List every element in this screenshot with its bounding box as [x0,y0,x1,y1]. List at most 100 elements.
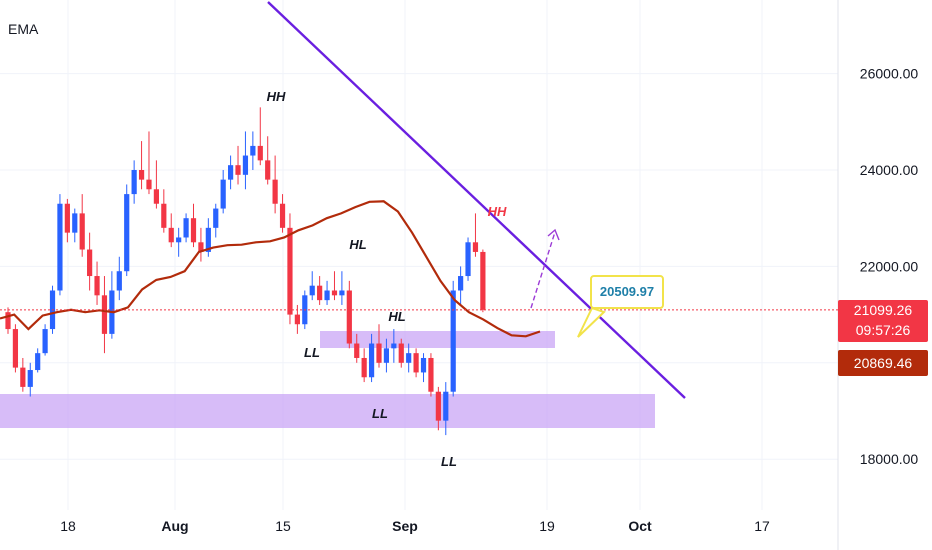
candle-body [183,218,189,238]
candle-body [64,203,70,233]
candle-body [257,145,263,161]
candle-body [272,179,278,204]
support-zones [0,331,655,428]
callout-pointer [577,306,606,338]
candle-body [20,367,26,387]
candle-body [27,370,33,387]
candle-body [213,208,219,228]
structure-label: LL [441,454,457,469]
candle-body [94,276,100,296]
chart-grid [0,0,839,550]
candle-body [472,242,479,252]
structure-label: HL [388,309,405,324]
projection-arrow [530,228,606,338]
candle-body [116,271,122,291]
candle-body [339,290,345,296]
candle-body [331,290,338,296]
last-price: 21099.26 [853,302,913,318]
candle-body [406,353,412,363]
time-tick-label: 15 [275,518,291,534]
candle-body [250,145,256,156]
ema-line [0,200,541,338]
time-tick-label: Sep [392,518,418,534]
candle-body [376,343,382,363]
candle-body [138,170,145,180]
candle-body [79,213,85,250]
candle-body [265,160,271,180]
price-axis[interactable]: 26000.00 24000.00 22000.00 18000.00 [860,66,919,468]
candle-body [324,290,330,301]
candle-body [235,165,241,175]
indicator-label: EMA [8,21,39,37]
candle-body [309,285,315,296]
candle-body [176,237,182,243]
candle-body [205,227,211,252]
candle-body [220,179,226,209]
candle-body [383,348,390,363]
price-tick-label: 24000.00 [860,162,919,178]
candle-body [131,170,137,195]
price-tick-label: 18000.00 [860,451,919,467]
time-tick-label: Oct [628,518,652,534]
candle-body [435,391,441,421]
candle-body [458,276,464,291]
candle-body [161,203,167,228]
candle-body [124,194,130,272]
candle-body [72,213,78,233]
candle-body [168,227,174,243]
structure-labels: HH HL LL HL LL LL HH [267,89,507,469]
time-axis[interactable]: 18 Aug 15 Sep 19 Oct 17 [60,518,770,534]
lower-zone [0,394,655,428]
price-tick-label: 26000.00 [860,66,919,82]
candle-body [146,179,152,190]
countdown: 09:57:26 [855,322,911,338]
candle-body [398,343,404,363]
last-price-tag: 21099.26 09:57:26 [838,300,928,342]
descending-trendline[interactable] [267,1,686,399]
projection-line [530,231,556,309]
candle-body [228,165,234,180]
time-tick-label: 18 [60,518,76,534]
candle-body [279,203,286,228]
structure-label: LL [372,406,388,421]
candle-body [12,329,19,368]
candle-body [35,353,41,371]
candle-body [450,290,456,392]
candle-body [101,295,108,334]
ema-price: 20869.46 [853,355,913,371]
time-tick-label: 19 [539,518,555,534]
candle-body [368,343,375,378]
candle-body [198,242,204,252]
structure-label: HH [267,89,286,104]
candle-body [5,312,11,330]
structure-label: LL [304,345,320,360]
candle-body [480,251,486,310]
candle-body [287,227,293,315]
candle-body [346,290,352,344]
candle-body [465,242,471,277]
candle-body [153,189,159,204]
candle-body [420,357,427,373]
price-callout: 20509.97 [590,275,664,309]
candle-body [354,343,360,358]
candle-body [428,357,434,392]
time-tick-label: Aug [161,518,188,534]
candle-body [294,314,300,325]
candle-body [391,343,397,349]
candle-body [317,285,323,301]
time-tick-label: 17 [754,518,770,534]
candle-body [413,353,419,373]
candle-body [87,249,93,277]
structure-label: HL [349,237,366,252]
candle-body [443,391,449,421]
structure-label: HH [488,204,507,219]
candle-body [361,357,367,378]
candle-body [42,329,48,354]
price-tick-label: 22000.00 [860,258,919,274]
projection-arrowhead [547,228,560,241]
candlestick-series [5,107,486,436]
candle-body [190,218,197,243]
candle-body [57,203,63,291]
ema-price-tag: 20869.46 [838,350,928,376]
